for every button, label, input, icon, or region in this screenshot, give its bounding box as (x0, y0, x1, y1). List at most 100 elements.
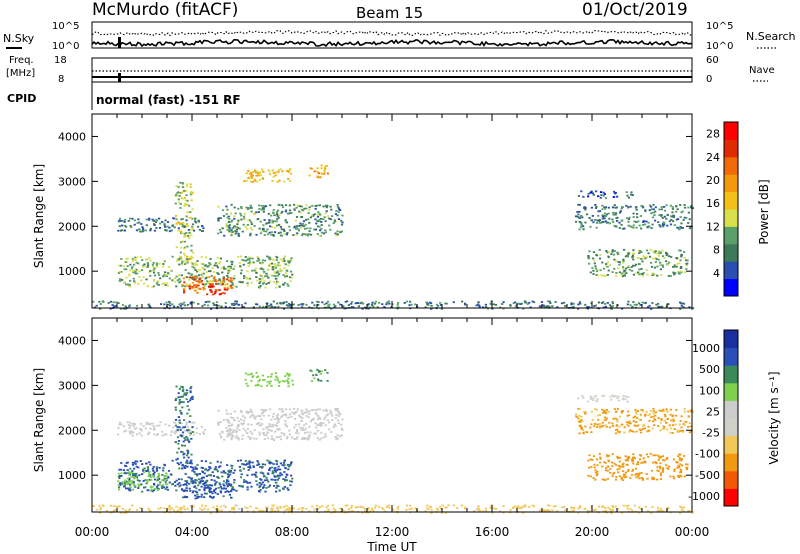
echo-cell (215, 301, 219, 304)
echo-cell (228, 434, 231, 437)
echo-cell (148, 461, 151, 464)
echo-cell (131, 470, 134, 472)
echo-cell (648, 304, 651, 307)
echo-cell (403, 302, 406, 304)
echo-cell (272, 510, 275, 513)
echo-cell (595, 458, 599, 461)
echo-cell (627, 470, 630, 473)
echo-cell (556, 510, 559, 512)
echo-cell (263, 219, 266, 221)
echo-cell (586, 400, 589, 403)
echo-cell (194, 490, 197, 493)
echo-cell (287, 170, 290, 173)
echo-cell (456, 507, 459, 510)
echo-cell (622, 397, 625, 400)
echo-cell (250, 207, 253, 209)
echo-cell (595, 474, 599, 477)
echo-cell (652, 454, 655, 457)
echo-cell (587, 459, 590, 462)
echo-cell (605, 250, 608, 252)
echo-cell (611, 206, 615, 209)
echo-cell (203, 496, 206, 499)
echo-cell (278, 477, 281, 480)
echo-cell (240, 418, 243, 421)
echo-cell (445, 302, 448, 305)
echo-cell (283, 460, 286, 462)
echo-cell (477, 505, 480, 508)
echo-cell (638, 252, 641, 254)
echo-cell (305, 411, 308, 414)
echo-cell (281, 414, 284, 417)
echo-cell (149, 489, 152, 492)
echo-cell (336, 204, 339, 206)
echo-cell (616, 407, 619, 410)
echo-cell (337, 207, 340, 209)
echo-cell (221, 271, 224, 274)
echo-cell (269, 408, 272, 411)
echo-cell (219, 279, 222, 282)
echo-cell (257, 461, 260, 464)
echo-cell (138, 483, 141, 486)
echo-cell (256, 260, 259, 262)
echo-cell (262, 270, 266, 273)
echo-cell (162, 467, 165, 469)
echo-cell (229, 416, 232, 419)
echo-cell (669, 408, 672, 411)
echo-cell (128, 477, 131, 480)
echo-cell (221, 487, 224, 490)
echo-cell (216, 460, 219, 463)
echo-cell (366, 304, 369, 307)
echo-cell (622, 275, 625, 277)
echo-cell (647, 252, 650, 255)
echo-cell (578, 414, 581, 417)
echo-cell (209, 487, 212, 490)
echo-cell (221, 283, 224, 285)
echo-cell (178, 259, 181, 262)
echo-cell (216, 256, 219, 259)
echo-cell (187, 229, 190, 231)
echo-cell (284, 263, 287, 266)
echo-cell (267, 414, 270, 417)
echo-cell (679, 512, 682, 514)
echo-cell (190, 462, 193, 465)
echo-cell (207, 281, 210, 284)
echo-cell (190, 477, 194, 480)
echo-cell (252, 465, 255, 468)
echo-cell (250, 175, 253, 177)
echo-cell (187, 476, 190, 479)
echo-cell (323, 170, 326, 172)
echo-cell (180, 488, 184, 490)
echo-cell (317, 418, 320, 420)
echo-cell (604, 197, 607, 199)
echo-cell (188, 216, 191, 219)
echo-cell (309, 431, 312, 434)
echo-cell (178, 401, 181, 403)
echo-cell (542, 305, 546, 307)
echo-cell (578, 210, 581, 213)
echo-cell (301, 303, 304, 306)
echo-cell (383, 306, 386, 309)
echo-cell (482, 510, 485, 513)
echo-cell (176, 194, 179, 197)
echo-cell (658, 409, 661, 412)
echo-cell (654, 411, 658, 414)
echo-cell (630, 269, 634, 272)
echo-cell (667, 255, 671, 258)
echo-cell (608, 421, 611, 424)
echo-cell (198, 269, 201, 271)
cpid-row: CPID normal (fast) -151 RF (7, 82, 241, 110)
echo-cell (642, 410, 645, 413)
echo-cell (161, 283, 164, 285)
echo-cell (426, 303, 429, 306)
echo-cell (230, 467, 234, 470)
echo-cell (601, 394, 604, 397)
echo-cell (191, 466, 194, 469)
echo-cell (650, 261, 653, 264)
echo-cell (275, 282, 278, 285)
echo-cell (607, 455, 610, 457)
echo-cell (163, 282, 166, 285)
echo-cell (601, 425, 604, 427)
echo-cell (177, 191, 180, 194)
echo-cell (613, 267, 616, 270)
